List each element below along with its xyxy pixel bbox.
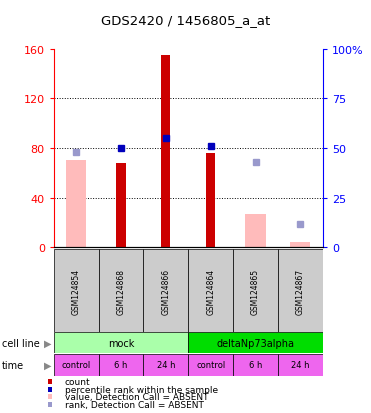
- Text: control: control: [62, 361, 91, 369]
- Text: GSM124854: GSM124854: [72, 268, 81, 314]
- Text: GSM124865: GSM124865: [251, 268, 260, 314]
- Bar: [278, 354, 323, 376]
- Bar: [206, 154, 215, 248]
- Text: cell line: cell line: [2, 338, 40, 348]
- Bar: [54, 250, 99, 332]
- Text: GSM124868: GSM124868: [116, 268, 125, 314]
- Text: count: count: [65, 377, 91, 387]
- Bar: [144, 250, 188, 332]
- Text: mock: mock: [108, 338, 134, 348]
- Bar: [290, 243, 311, 248]
- Text: 6 h: 6 h: [114, 361, 128, 369]
- Bar: [66, 161, 86, 248]
- Bar: [278, 250, 323, 332]
- Text: time: time: [2, 360, 24, 370]
- Text: 24 h: 24 h: [291, 361, 310, 369]
- Bar: [233, 250, 278, 332]
- Text: GSM124867: GSM124867: [296, 268, 305, 314]
- Text: GSM124866: GSM124866: [161, 268, 170, 314]
- Text: rank, Detection Call = ABSENT: rank, Detection Call = ABSENT: [65, 400, 204, 409]
- Bar: [99, 250, 144, 332]
- Bar: [144, 354, 188, 376]
- Text: value, Detection Call = ABSENT: value, Detection Call = ABSENT: [65, 392, 209, 401]
- Text: GSM124864: GSM124864: [206, 268, 215, 314]
- Text: deltaNp73alpha: deltaNp73alpha: [217, 338, 295, 348]
- Bar: [99, 354, 144, 376]
- Text: percentile rank within the sample: percentile rank within the sample: [65, 385, 218, 394]
- Bar: [246, 214, 266, 248]
- Text: 6 h: 6 h: [249, 361, 262, 369]
- Text: control: control: [196, 361, 225, 369]
- Text: ▶: ▶: [44, 338, 51, 348]
- Bar: [54, 332, 188, 353]
- Bar: [116, 164, 125, 248]
- Bar: [188, 354, 233, 376]
- Bar: [233, 354, 278, 376]
- Bar: [54, 354, 99, 376]
- Bar: [188, 332, 323, 353]
- Text: GDS2420 / 1456805_a_at: GDS2420 / 1456805_a_at: [101, 14, 270, 27]
- Bar: [188, 250, 233, 332]
- Text: ▶: ▶: [44, 360, 51, 370]
- Text: 24 h: 24 h: [157, 361, 175, 369]
- Bar: [161, 56, 170, 248]
